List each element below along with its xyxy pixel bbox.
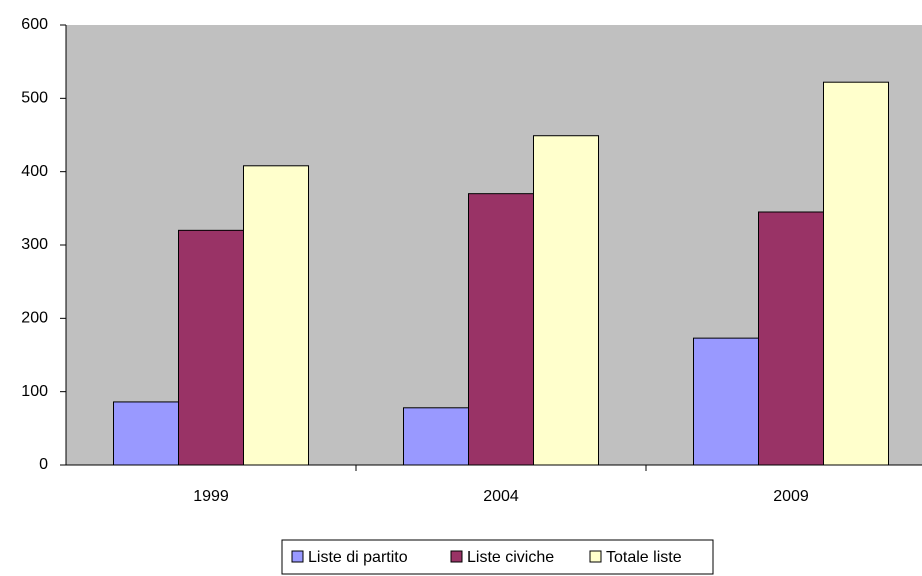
y-tick-label: 500 xyxy=(21,90,48,107)
legend-label: Liste di partito xyxy=(308,549,408,566)
bar xyxy=(243,165,309,466)
bar xyxy=(403,407,469,466)
legend-box xyxy=(281,539,714,575)
bar xyxy=(823,81,889,466)
bar xyxy=(693,337,759,466)
bar xyxy=(468,193,534,466)
bar xyxy=(533,135,599,466)
y-tick-label: 200 xyxy=(21,310,48,327)
y-tick-label: 600 xyxy=(21,16,48,33)
bar xyxy=(113,401,179,466)
x-tick-label: 2009 xyxy=(773,488,809,505)
legend-swatch xyxy=(450,550,463,563)
y-tick-label: 400 xyxy=(21,163,48,180)
x-tick-label: 1999 xyxy=(193,488,229,505)
legend-label: Liste civiche xyxy=(467,549,554,566)
legend-swatch xyxy=(589,550,602,563)
x-tick-label: 2004 xyxy=(483,488,519,505)
y-tick-label: 0 xyxy=(39,456,48,473)
y-tick-label: 100 xyxy=(21,383,48,400)
bar xyxy=(758,211,824,466)
bar xyxy=(178,229,244,466)
y-tick-label: 300 xyxy=(21,236,48,253)
legend-label: Totale liste xyxy=(606,549,682,566)
legend-swatch xyxy=(291,550,304,563)
